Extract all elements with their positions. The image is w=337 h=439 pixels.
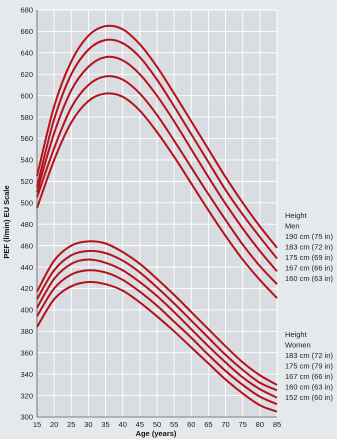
- legend-heading: Height: [285, 330, 308, 339]
- series-line-men-2: [36, 38, 278, 260]
- y-tick-label: 320: [20, 391, 33, 400]
- legend-subheading: Men: [285, 222, 300, 231]
- x-tick-label: 80: [256, 420, 264, 429]
- series-line-men-5: [36, 92, 278, 299]
- y-tick-label: 520: [20, 177, 33, 186]
- legend-entry: 160 cm (63 in): [285, 383, 333, 392]
- x-tick-label: 70: [221, 420, 229, 429]
- series-line-men-4: [36, 75, 278, 285]
- y-tick-label: 380: [20, 327, 33, 336]
- legend-entry: 167 cm (66 in): [285, 372, 333, 381]
- legend-entry: 175 cm (79 in): [285, 362, 333, 371]
- legend-entry: 152 cm (60 in): [285, 393, 333, 402]
- series-line-women-4: [36, 269, 278, 406]
- y-tick-label: 400: [20, 306, 33, 315]
- y-tick-label: 660: [20, 27, 33, 36]
- legend-heading: Height: [285, 211, 308, 220]
- legend-entry: 183 cm (72 in): [285, 351, 333, 360]
- series-line-women-5: [36, 280, 278, 413]
- series-group-men: [36, 24, 278, 299]
- x-tick-label: 40: [119, 420, 127, 429]
- y-tick-label: 340: [20, 370, 33, 379]
- x-tick-label: 25: [67, 420, 75, 429]
- y-tick-label: 420: [20, 284, 33, 293]
- legend-subheading: Women: [285, 341, 311, 350]
- legend-entry: 190 cm (75 in): [285, 232, 333, 241]
- x-tick-label: 15: [33, 420, 41, 429]
- y-tick-label: 680: [20, 6, 33, 15]
- x-tick-label: 75: [239, 420, 247, 429]
- x-axis-title: Age (years): [136, 429, 177, 438]
- legend-entry: 160 cm (63 in): [285, 274, 333, 283]
- series-group-women: [36, 240, 278, 413]
- legend-entry: 175 cm (69 in): [285, 253, 333, 262]
- y-tick-label: 500: [20, 198, 33, 207]
- y-tick-label: 440: [20, 263, 33, 272]
- x-tick-label: 55: [170, 420, 178, 429]
- y-tick-label: 360: [20, 348, 33, 357]
- y-tick-label: 540: [20, 156, 33, 165]
- y-tick-label: 480: [20, 220, 33, 229]
- y-tick-label: 620: [20, 70, 33, 79]
- y-tick-label: 300: [20, 413, 33, 422]
- grid-layer: [36, 9, 278, 418]
- y-tick-label: 560: [20, 134, 33, 143]
- x-tick-label: 45: [136, 420, 144, 429]
- x-tick-label: 35: [101, 420, 109, 429]
- x-tick-label: 30: [84, 420, 92, 429]
- series-line-women-2: [36, 249, 278, 392]
- legend-entry: 167 cm (66 in): [285, 264, 333, 273]
- series-layer: [36, 24, 278, 413]
- x-tick-label: 60: [187, 420, 195, 429]
- y-axis-title: PEF (l/min) EU Scale: [2, 185, 11, 258]
- y-tick-label: 460: [20, 241, 33, 250]
- y-tick-label: 580: [20, 113, 33, 122]
- y-tick-label: 640: [20, 49, 33, 58]
- x-tick-label: 50: [153, 420, 161, 429]
- x-tick-label: 20: [50, 420, 58, 429]
- series-line-women-1: [36, 240, 278, 386]
- axis-layer: 300 320 340 360 380 400 420 440 460 480 500 520 540 5…: [20, 6, 281, 429]
- x-tick-label: 85: [273, 420, 281, 429]
- legend-entry: 183 cm (72 in): [285, 243, 333, 252]
- y-tick-label: 600: [20, 91, 33, 100]
- series-line-women-3: [36, 258, 278, 399]
- series-line-men-1: [36, 24, 278, 249]
- series-line-men-3: [36, 55, 278, 272]
- x-tick-label: 65: [204, 420, 212, 429]
